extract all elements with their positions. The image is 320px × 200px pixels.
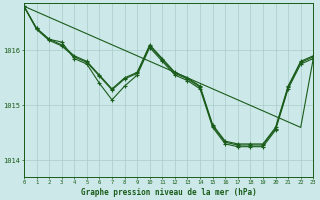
X-axis label: Graphe pression niveau de la mer (hPa): Graphe pression niveau de la mer (hPa) (81, 188, 257, 197)
